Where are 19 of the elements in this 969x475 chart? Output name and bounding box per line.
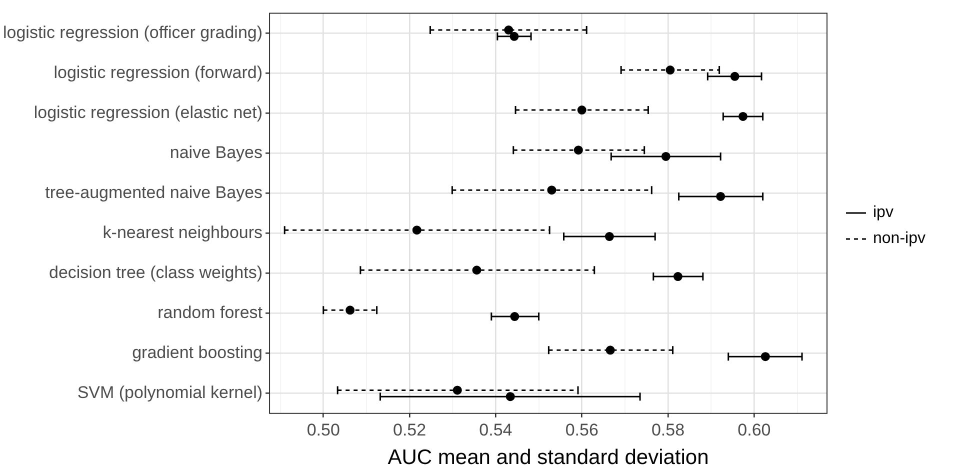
- legend-label: ipv: [873, 204, 894, 222]
- y-tick-label: random forest: [158, 303, 263, 322]
- y-tick-label: decision tree (class weights): [48, 263, 263, 282]
- x-axis-title: AUC mean and standard deviation: [388, 446, 709, 470]
- y-tick-label: tree-augmented naive Bayes: [45, 182, 263, 202]
- y-tick-label: k-nearest neighbours: [102, 222, 263, 242]
- y-tick-label: logistic regression (elastic net): [34, 102, 263, 122]
- legend-label: non-ipv: [873, 230, 926, 248]
- y-tick-label: logistic regression (forward): [54, 62, 263, 82]
- x-tick-label: 0.60: [738, 420, 771, 440]
- x-tick-label: 0.52: [392, 420, 426, 440]
- y-tick-label: naive Bayes: [170, 142, 263, 162]
- y-tick-label: gradient boosting: [132, 343, 263, 362]
- y-tick-label: logistic regression (officer grading): [2, 22, 263, 42]
- y-tick-label: SVM (polynomial kernel): [77, 383, 263, 402]
- x-tick-label: 0.50: [306, 420, 340, 440]
- x-tick-label: 0.58: [651, 420, 685, 440]
- x-tick-label: 0.56: [565, 420, 598, 440]
- x-tick-label: 0.54: [479, 420, 512, 440]
